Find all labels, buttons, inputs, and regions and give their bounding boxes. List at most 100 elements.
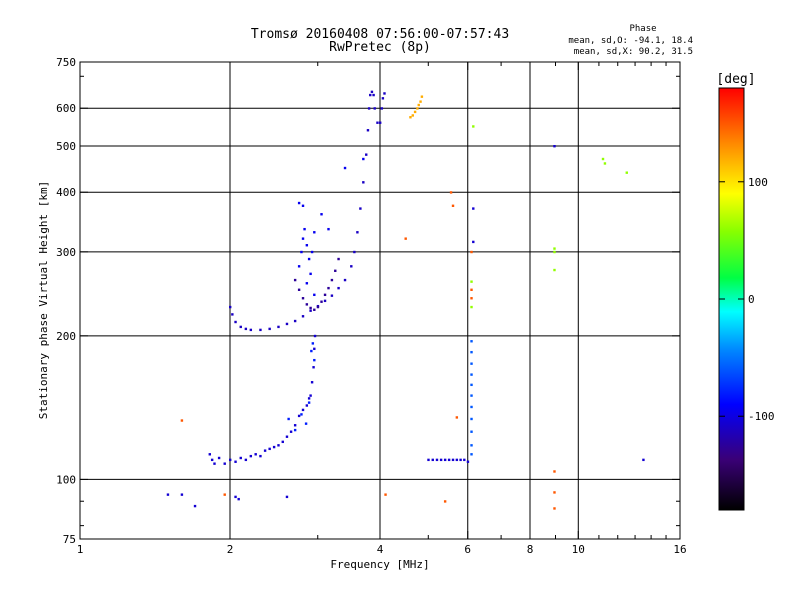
data-point — [384, 493, 387, 496]
data-point — [439, 458, 443, 462]
data-point — [277, 325, 280, 329]
data-point — [356, 231, 359, 234]
data-point — [427, 458, 430, 462]
x-tick-label: 8 — [527, 543, 534, 556]
data-point — [470, 340, 473, 343]
data-point — [420, 95, 424, 98]
data-point — [297, 414, 301, 418]
grid-lines — [80, 62, 680, 539]
data-point — [309, 309, 312, 312]
data-point — [312, 366, 315, 369]
data-point — [259, 328, 262, 332]
data-point — [254, 453, 257, 456]
data-point — [323, 299, 327, 303]
data-points — [166, 90, 645, 510]
axis-ticks — [79, 62, 681, 539]
data-point — [470, 417, 473, 421]
data-point — [293, 278, 297, 282]
data-point — [470, 405, 473, 409]
data-point — [307, 401, 311, 404]
data-point — [470, 350, 473, 354]
data-point — [300, 413, 303, 416]
data-point — [449, 191, 453, 194]
data-point — [553, 470, 556, 473]
data-point — [383, 92, 386, 95]
data-point — [281, 440, 284, 444]
data-point — [370, 90, 374, 94]
data-point — [293, 319, 297, 323]
data-point — [297, 265, 301, 268]
data-point — [268, 447, 271, 451]
data-point — [330, 294, 334, 297]
data-point — [313, 334, 317, 338]
data-point — [472, 207, 475, 210]
data-point — [210, 458, 214, 462]
data-point — [466, 460, 470, 463]
data-point — [470, 394, 473, 397]
data-point — [285, 495, 289, 499]
data-point — [287, 417, 290, 421]
data-point — [470, 383, 473, 387]
data-point — [305, 282, 309, 285]
data-point — [320, 213, 323, 216]
data-point — [285, 435, 289, 438]
data-point — [313, 231, 316, 234]
data-point — [293, 424, 297, 427]
data-point — [470, 297, 473, 300]
y-tick-label: 600 — [56, 102, 76, 115]
data-point — [234, 460, 237, 463]
data-point — [244, 458, 248, 462]
data-point — [366, 129, 370, 132]
colorbar-label: [deg] — [716, 72, 755, 87]
data-point — [277, 444, 280, 447]
data-point — [373, 107, 376, 110]
data-point — [223, 462, 226, 465]
data-point — [601, 157, 605, 161]
phase-box-title: Phase — [629, 24, 656, 34]
data-point — [313, 293, 316, 297]
axis-tick-labels: 1 2 4 6 8 10 16 75 100 200 300 400 500 600 750 — [56, 56, 687, 556]
data-point — [313, 358, 316, 362]
data-point — [369, 93, 372, 97]
x-axis-label: Frequency [MHz] — [330, 558, 429, 571]
data-point — [455, 416, 459, 419]
data-point — [244, 327, 248, 331]
data-point — [470, 453, 473, 456]
data-point — [239, 325, 242, 329]
data-point — [301, 204, 305, 207]
data-point — [362, 181, 365, 184]
data-point — [372, 93, 375, 97]
data-point — [300, 250, 303, 254]
data-point — [305, 244, 309, 247]
data-point — [237, 497, 240, 501]
data-point — [443, 500, 447, 503]
data-point — [311, 342, 315, 345]
chart-subtitle: RwPretec (8p) — [329, 40, 431, 55]
chart-title: Tromsø 20160408 07:56:00-07:57:43 — [251, 27, 509, 42]
data-point — [431, 458, 434, 462]
y-axis-label: Stationary phase Virtual Height [km] — [37, 181, 50, 419]
data-point — [293, 428, 297, 432]
data-point — [297, 201, 301, 205]
x-tick-label: 6 — [464, 543, 471, 556]
data-point — [301, 297, 305, 300]
data-point — [435, 458, 439, 462]
data-point — [310, 381, 314, 384]
data-point — [330, 278, 334, 282]
data-point — [193, 504, 197, 508]
data-point — [470, 444, 473, 447]
data-point — [307, 257, 311, 261]
x-tick-label: 10 — [572, 543, 585, 556]
data-point — [301, 237, 305, 240]
data-point — [353, 250, 356, 254]
data-point — [309, 394, 312, 397]
data-point — [323, 293, 327, 297]
data-point — [379, 121, 382, 124]
data-point — [472, 125, 475, 128]
data-point — [553, 250, 556, 254]
data-point — [234, 320, 237, 324]
data-point — [553, 491, 556, 494]
data-point — [285, 322, 289, 326]
data-point — [313, 347, 316, 351]
data-point — [381, 97, 385, 100]
